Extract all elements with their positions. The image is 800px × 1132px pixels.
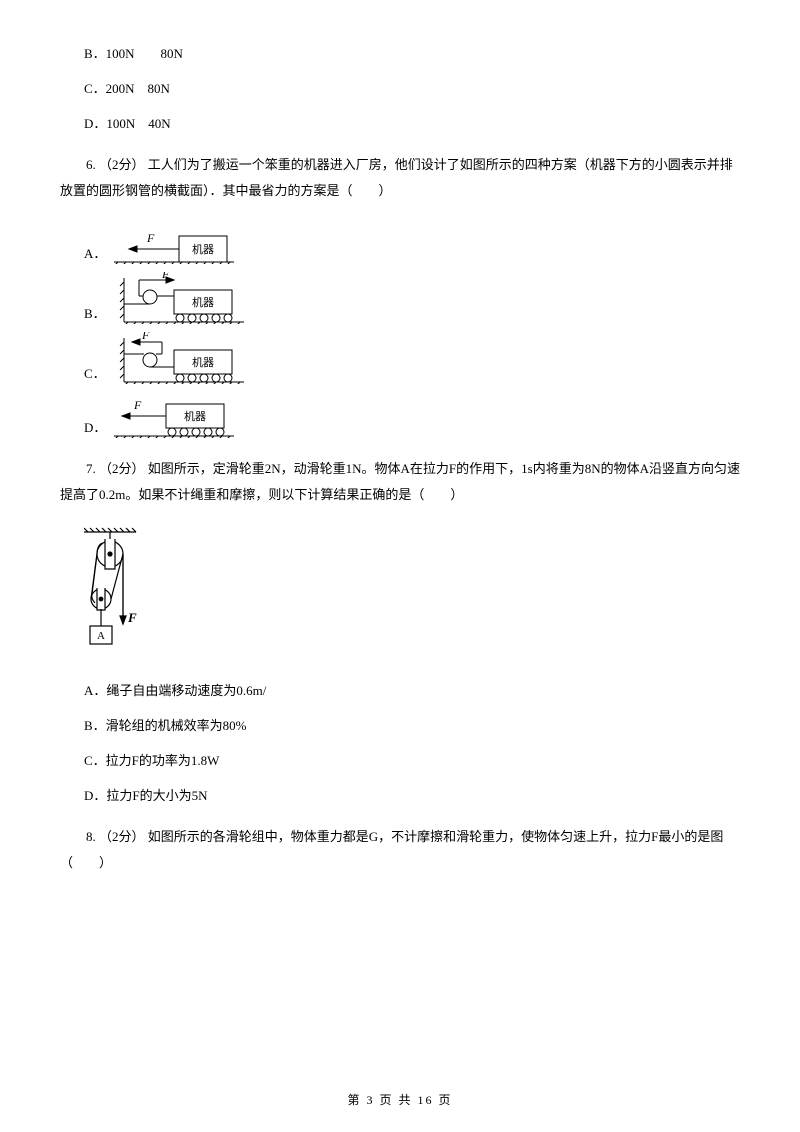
svg-text:F: F: [146, 231, 155, 245]
q7-option-b: B．滑轮组的机械效率为80%: [84, 716, 740, 737]
svg-text:机器: 机器: [184, 409, 206, 423]
q7-body: 如图所示，定滑轮重2N，动滑轮重1N。物体A在拉力F的作用下，1s内将重为8N的…: [60, 461, 740, 502]
q7-option-d: D．拉力F的大小为5N: [84, 786, 740, 807]
q5-option-c: C．200N 80N: [84, 79, 740, 100]
q6-label-d: D．: [84, 418, 106, 439]
q5-option-b: B．100N 80N: [84, 44, 740, 65]
q7-number: 7.: [86, 461, 96, 476]
q7-text: 7. （2分） 如图所示，定滑轮重2N，动滑轮重1N。物体A在拉力F的作用下，1…: [60, 456, 740, 508]
q6-body: 工人们为了搬运一个笨重的机器进入厂房，他们设计了如图所示的四种方案（机器下方的小…: [60, 157, 733, 198]
q6-option-d: D． 机器 F: [84, 392, 740, 438]
footer-page: 3: [366, 1093, 374, 1107]
q6-label-b: B．: [84, 304, 106, 325]
footer-prefix: 第: [347, 1093, 361, 1107]
q7-points: （2分）: [99, 461, 145, 476]
svg-text:机器: 机器: [192, 355, 214, 369]
footer-suffix: 页: [439, 1093, 453, 1107]
q8-number: 8.: [86, 829, 96, 844]
footer-mid: 页 共: [379, 1093, 412, 1107]
svg-text:F: F: [141, 332, 150, 342]
svg-text:F: F: [127, 610, 137, 625]
q6-option-c: C． 机器 F: [84, 332, 740, 384]
q7-option-c: C．拉力F的功率为1.8W: [84, 751, 740, 772]
svg-text:F: F: [161, 272, 170, 281]
svg-text:机器: 机器: [192, 242, 214, 256]
q6-figure-b: 机器 F: [114, 272, 244, 324]
q6-text: 6. （2分） 工人们为了搬运一个笨重的机器进入厂房，他们设计了如图所示的四种方…: [60, 152, 740, 204]
q6-figure-c: 机器 F: [114, 332, 244, 384]
q6-option-a: A． 机器 F: [84, 222, 740, 264]
q6-points: （2分）: [99, 157, 145, 172]
q6-label-c: C．: [84, 364, 106, 385]
q7-figure: A F: [84, 526, 740, 663]
page-footer: 第 3 页 共 16 页: [0, 1091, 800, 1110]
svg-text:A: A: [97, 630, 105, 642]
footer-total: 16: [418, 1093, 434, 1107]
q6-figure-d: 机器 F: [114, 392, 234, 438]
svg-text:F: F: [133, 398, 142, 412]
q6-number: 6.: [86, 157, 96, 172]
q7-option-a: A．绳子自由端移动速度为0.6m/: [84, 681, 740, 702]
q8-points: （2分）: [99, 829, 145, 844]
q5-option-d: D．100N 40N: [84, 114, 740, 135]
q8-body: 如图所示的各滑轮组中，物体重力都是G，不计摩擦和滑轮重力，使物体匀速上升，拉力F…: [60, 829, 723, 870]
svg-text:机器: 机器: [192, 295, 214, 309]
q6-label-a: A．: [84, 244, 106, 265]
q6-option-b: B． 机器 F: [84, 272, 740, 324]
q6-figure-a: 机器 F: [114, 222, 234, 264]
q8-text: 8. （2分） 如图所示的各滑轮组中，物体重力都是G，不计摩擦和滑轮重力，使物体…: [60, 824, 740, 876]
